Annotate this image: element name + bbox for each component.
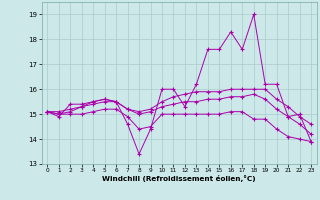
X-axis label: Windchill (Refroidissement éolien,°C): Windchill (Refroidissement éolien,°C) — [102, 175, 256, 182]
